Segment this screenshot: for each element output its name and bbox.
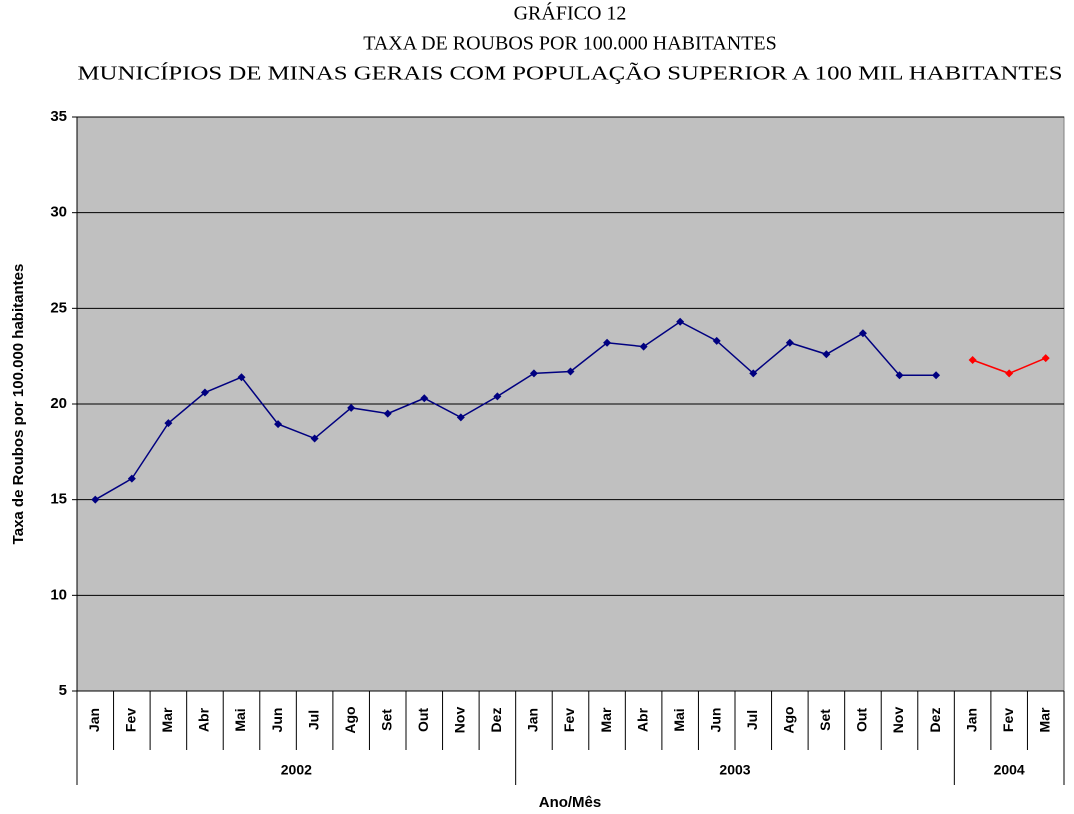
chart-title: MUNICÍPIOS DE MINAS GERAIS COM POPULAÇÃO… (78, 61, 1063, 85)
x-tick-label: Abr (634, 707, 650, 732)
x-tick-label: Nov (452, 707, 468, 734)
x-tick-label: Mai (232, 708, 248, 731)
data-point (347, 403, 356, 412)
data-point (603, 338, 612, 347)
data-point (968, 355, 977, 364)
y-tick-label: 5 (59, 682, 67, 699)
data-point (932, 371, 941, 380)
y-axis-title: Taxa de Roubos por 100.000 habitantes (10, 264, 27, 545)
data-point (895, 371, 904, 380)
x-tick-label: Out (415, 708, 431, 732)
chart-title: GRÁFICO 12 (514, 2, 627, 25)
data-point (164, 419, 173, 428)
data-point (1041, 354, 1050, 363)
data-point (676, 317, 685, 326)
x-tick-label: Abr (196, 707, 212, 732)
chart-title: TAXA DE ROUBOS POR 100.000 HABITANTES (363, 33, 777, 55)
year-label: 2004 (994, 762, 1025, 778)
x-tick-label: Jan (525, 708, 541, 732)
data-point (310, 434, 319, 443)
x-tick-label: Set (378, 709, 394, 731)
data-point (1005, 369, 1014, 378)
x-tick-label: Dez (927, 708, 943, 733)
y-tick-label: 20 (50, 395, 67, 412)
year-label: 2002 (281, 762, 312, 778)
year-label: 2003 (719, 762, 750, 778)
series-line (94, 320, 937, 501)
data-point (274, 420, 283, 429)
x-tick-label: Nov (890, 707, 906, 734)
y-tick-label: 35 (50, 108, 67, 125)
x-tick-label: Dez (488, 708, 504, 733)
x-tick-label: Ago (781, 706, 797, 733)
x-tick-label: Mar (159, 707, 175, 732)
x-tick-label: Fev (1000, 708, 1016, 732)
x-tick-label: Jun (269, 708, 285, 733)
x-tick-label: Jul (744, 710, 760, 730)
data-point (237, 373, 246, 382)
x-tick-label: Jan (86, 708, 102, 732)
x-axis-title: Ano/Mês (539, 794, 602, 811)
data-point (200, 388, 209, 397)
x-tick-label: Fev (123, 708, 139, 732)
y-tick-label: 25 (50, 299, 67, 316)
data-point (529, 369, 538, 378)
data-point (127, 474, 136, 483)
x-tick-label: Jan (963, 708, 979, 732)
data-point (712, 336, 721, 345)
x-tick-label: Mar (1036, 707, 1052, 732)
x-tick-label: Mar (598, 707, 614, 732)
data-point (383, 409, 392, 418)
data-point (749, 369, 758, 378)
data-point (493, 392, 502, 401)
x-tick-label: Ago (342, 706, 358, 733)
x-tick-label: Jul (305, 710, 321, 730)
y-tick-label: 15 (50, 491, 67, 508)
data-point (91, 495, 100, 504)
x-tick-label: Set (817, 709, 833, 731)
x-tick-label: Jun (707, 708, 723, 733)
data-point (858, 329, 867, 338)
data-point (639, 342, 648, 351)
data-point (785, 338, 794, 347)
x-tick-label: Out (854, 708, 870, 732)
x-tick-label: Mai (671, 708, 687, 731)
y-tick-label: 30 (50, 204, 67, 221)
data-point (420, 394, 429, 403)
data-point (456, 413, 465, 422)
data-point (822, 350, 831, 359)
y-tick-label: 10 (50, 586, 67, 603)
data-point (566, 367, 575, 376)
x-tick-label: Fev (561, 708, 577, 732)
